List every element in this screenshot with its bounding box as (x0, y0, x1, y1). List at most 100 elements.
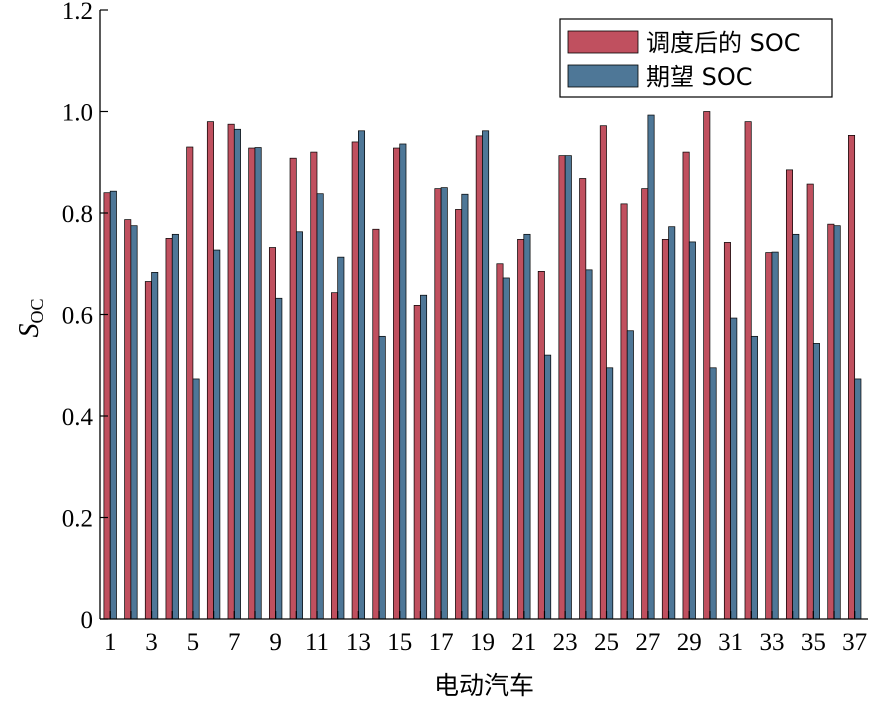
bar-expected-soc-ev-11 (316, 193, 324, 620)
bar-optimized-soc-ev-17 (434, 188, 442, 620)
bar-optimized-soc-ev-5 (186, 146, 194, 620)
bar-expected-soc-ev-36 (833, 225, 841, 620)
bar-expected-soc-ev-12 (337, 256, 345, 620)
bar-expected-soc-ev-16 (420, 294, 428, 620)
legend-label-expected-soc: 期望 SOC (646, 63, 753, 91)
x-tick-label: 27 (635, 629, 660, 656)
bar-optimized-soc-ev-34 (785, 169, 793, 620)
bar-expected-soc-ev-37 (854, 378, 862, 620)
bar-expected-soc-ev-24 (585, 269, 593, 620)
bar-expected-soc-ev-5 (192, 378, 200, 620)
bar-optimized-soc-ev-25 (599, 125, 607, 620)
y-tick-label: 0.6 (62, 303, 93, 330)
bar-expected-soc-ev-2 (130, 225, 138, 620)
bar-optimized-soc-ev-1 (103, 192, 111, 620)
legend-swatch-expected-soc (567, 64, 639, 88)
bar-optimized-soc-ev-24 (579, 178, 587, 620)
x-tick-label: 11 (305, 629, 329, 656)
bar-expected-soc-ev-4 (171, 233, 179, 620)
bar-expected-soc-ev-32 (750, 335, 758, 620)
y-tick-label: 1.0 (62, 100, 93, 127)
bar-optimized-soc-ev-9 (268, 247, 276, 620)
bar-optimized-soc-ev-32 (744, 121, 752, 620)
x-tick-label: 3 (145, 629, 158, 656)
bar-expected-soc-ev-26 (626, 330, 634, 620)
bar-optimized-soc-ev-11 (310, 151, 318, 620)
bar-expected-soc-ev-29 (688, 241, 696, 620)
x-tick-label: 31 (718, 629, 743, 656)
x-tick-label: 15 (387, 629, 412, 656)
bar-expected-soc-ev-34 (792, 233, 800, 620)
bar-expected-soc-ev-35 (812, 343, 820, 620)
x-axis-title: 电动汽车 (434, 671, 534, 700)
bar-expected-soc-ev-1 (109, 190, 117, 620)
bars-layer (103, 111, 862, 620)
x-tick-label: 13 (346, 629, 371, 656)
bar-expected-soc-ev-23 (564, 155, 572, 620)
x-tick-label: 5 (187, 629, 200, 656)
y-ticks: 0 0.2 0.4 0.6 0.8 1.0 1.2 (62, 0, 108, 634)
bar-optimized-soc-ev-8 (248, 147, 256, 620)
legend-swatch-optimized-soc (567, 30, 639, 54)
bar-optimized-soc-ev-23 (558, 155, 566, 620)
x-tick-label: 7 (228, 629, 241, 656)
bar-optimized-soc-ev-35 (806, 183, 814, 620)
bar-optimized-soc-ev-18 (455, 209, 463, 620)
bar-optimized-soc-ev-37 (848, 135, 856, 620)
y-tick-label: 0.8 (62, 201, 93, 228)
bar-optimized-soc-ev-4 (165, 238, 173, 620)
y-axis-title-sub: OC (27, 298, 47, 323)
bar-optimized-soc-ev-2 (124, 219, 132, 620)
x-ticks: 1 3 5 7 9 11 13 15 17 19 21 23 25 27 29 31 33 35 37 (104, 611, 867, 656)
y-tick-label: 0.4 (62, 404, 94, 431)
x-tick-label: 9 (269, 629, 282, 656)
bar-expected-soc-ev-9 (275, 297, 283, 620)
bar-expected-soc-ev-30 (709, 367, 717, 620)
x-tick-label: 19 (470, 629, 495, 656)
y-tick-label: 1.2 (62, 0, 93, 25)
bar-expected-soc-ev-22 (544, 354, 552, 620)
bar-optimized-soc-ev-13 (351, 141, 359, 620)
y-axis-title: SOC (14, 298, 47, 337)
bar-optimized-soc-ev-12 (331, 292, 339, 620)
bar-expected-soc-ev-6 (213, 249, 221, 620)
bar-expected-soc-ev-15 (399, 143, 407, 620)
bar-optimized-soc-ev-19 (475, 135, 483, 620)
bar-expected-soc-ev-27 (647, 114, 655, 620)
bar-expected-soc-ev-7 (233, 128, 241, 620)
bar-optimized-soc-ev-14 (372, 228, 380, 620)
svg-text:SOC: SOC (14, 298, 47, 337)
bar-expected-soc-ev-10 (295, 231, 303, 620)
bar-expected-soc-ev-31 (730, 317, 738, 620)
bar-expected-soc-ev-14 (378, 335, 386, 620)
bar-optimized-soc-ev-7 (227, 123, 235, 620)
bar-optimized-soc-ev-26 (620, 203, 628, 620)
bar-optimized-soc-ev-10 (289, 157, 297, 620)
bar-optimized-soc-ev-16 (413, 305, 421, 620)
x-tick-label: 21 (511, 629, 536, 656)
bar-expected-soc-ev-20 (502, 277, 510, 620)
bar-expected-soc-ev-21 (523, 233, 531, 620)
bar-optimized-soc-ev-15 (393, 147, 401, 620)
bar-optimized-soc-ev-21 (517, 239, 525, 620)
bar-optimized-soc-ev-27 (641, 188, 649, 620)
bar-expected-soc-ev-17 (440, 187, 448, 620)
bar-optimized-soc-ev-30 (703, 111, 711, 620)
x-tick-label: 1 (104, 629, 117, 656)
x-tick-label: 17 (429, 629, 454, 656)
y-tick-label: 0 (81, 607, 94, 634)
bar-expected-soc-ev-19 (482, 130, 490, 620)
bar-expected-soc-ev-3 (151, 272, 159, 620)
bar-optimized-soc-ev-20 (496, 263, 504, 620)
bar-optimized-soc-ev-28 (661, 239, 669, 620)
bar-optimized-soc-ev-33 (765, 252, 773, 620)
legend-label-optimized-soc: 调度后的 SOC (646, 29, 801, 57)
x-tick-label: 35 (801, 629, 826, 656)
x-tick-label: 25 (594, 629, 619, 656)
bar-expected-soc-ev-8 (254, 147, 262, 620)
bar-expected-soc-ev-13 (358, 130, 366, 620)
x-tick-label: 37 (842, 629, 867, 656)
bar-optimized-soc-ev-6 (206, 121, 214, 620)
bar-expected-soc-ev-18 (461, 193, 469, 620)
